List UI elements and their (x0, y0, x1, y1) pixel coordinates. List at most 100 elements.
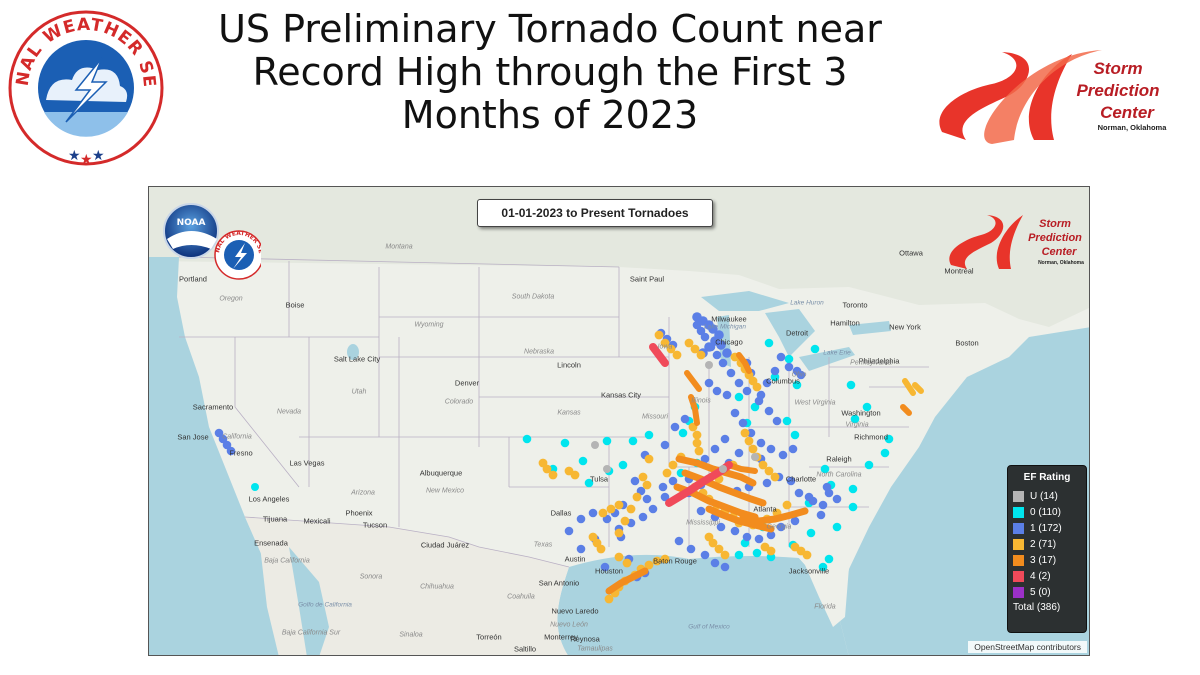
svg-text:★: ★ (80, 151, 93, 167)
tornado-map[interactable]: Saint Paul Milwaukee Chicago Detroit Toronto… (148, 186, 1090, 656)
water-label: Lake Huron (790, 299, 824, 307)
tornado-report (758, 460, 768, 470)
tornado-report (598, 508, 608, 518)
tornado-report (714, 544, 724, 554)
tornado-report (638, 512, 648, 522)
region-label: Nuevo León (550, 621, 588, 629)
tornado-report (705, 361, 713, 369)
tornado-report (740, 428, 750, 438)
tornado-report (776, 352, 786, 362)
tornado-report (628, 436, 638, 446)
tornado-track (726, 462, 758, 474)
tornado-report (832, 522, 842, 532)
tornado-report (762, 378, 772, 388)
city-label: Nuevo Laredo (551, 606, 599, 616)
city-label: Fresno (229, 448, 253, 458)
tornado-report (734, 550, 744, 560)
city-label: Ciudad Juárez (420, 540, 470, 550)
water-label: Gulf of Mexico (688, 623, 730, 631)
svg-text:★: ★ (68, 147, 81, 163)
tornado-report (576, 544, 586, 554)
tornado-report (678, 428, 688, 438)
tornado-report (630, 476, 640, 486)
tornado-report (668, 476, 678, 486)
region-label: Utah (351, 388, 367, 396)
tornado-report (802, 550, 812, 560)
tornado-report (790, 516, 800, 526)
tornado-track (736, 352, 752, 374)
tornado-report (850, 414, 860, 424)
city-label: Mexicali (303, 516, 331, 526)
svg-text:NOAA: NOAA (177, 218, 206, 228)
svg-text:★: ★ (92, 147, 105, 163)
region-label: North Carolina (816, 471, 862, 479)
tornado-report (686, 544, 696, 554)
tornado-report (662, 468, 672, 478)
tornado-report (810, 344, 820, 354)
tornado-report (560, 438, 570, 448)
tornado-report (742, 386, 752, 396)
tornado-track (900, 404, 912, 416)
tornado-report (720, 434, 730, 444)
tornado-report (632, 492, 642, 502)
legend-label: 0 (110) (1030, 506, 1061, 518)
tornado-report (704, 378, 714, 388)
region-label: New Mexico (425, 487, 465, 495)
tornado-report (772, 416, 782, 426)
tornado-report (748, 444, 758, 454)
tornado-report (756, 390, 766, 400)
water-label: Golfo de California (298, 601, 352, 609)
tornado-report (804, 492, 814, 502)
tornado-report (708, 324, 718, 334)
tornado-track (912, 382, 924, 394)
tornado-report (792, 380, 802, 390)
tornado-report (848, 502, 858, 512)
tornado-report (770, 472, 780, 482)
tornado-report (692, 430, 702, 440)
tornado-report (796, 370, 806, 380)
tornado-report (654, 330, 664, 340)
city-label: Charlotte (785, 474, 817, 484)
nws-logo: NATIONAL WEATHER SERVICE ★ ★ ★ (6, 4, 164, 167)
tornado-report (684, 338, 694, 348)
tornado-report (786, 476, 796, 486)
tornado-report (778, 450, 788, 460)
city-label: Kansas City (600, 390, 642, 400)
tornado-report (696, 506, 706, 516)
tornado-report (766, 444, 776, 454)
tornado-report (672, 350, 682, 360)
map-attribution[interactable]: OpenStreetMap contributors (968, 641, 1087, 653)
tornado-report (846, 380, 856, 390)
legend-swatch (1013, 490, 1024, 502)
tornado-report (824, 554, 834, 564)
city-label: Chicago (715, 337, 743, 347)
legend-label: 5 (0) (1030, 586, 1051, 598)
tornado-report (668, 460, 678, 470)
spc-logo: Storm Prediction Center Norman, Oklahoma (939, 50, 1167, 144)
tornado-report (816, 510, 826, 520)
tornado-report (848, 484, 858, 494)
tornado-report (600, 562, 610, 572)
legend-item: 3 (17) (1013, 552, 1081, 568)
tornado-report (700, 332, 710, 342)
city-label: Philadelphia (858, 356, 900, 366)
region-label: Oregon (219, 295, 243, 303)
tornado-track (688, 394, 700, 426)
region-label: Virginia (845, 421, 869, 429)
city-label: Las Vegas (289, 458, 325, 468)
city-label: Boston (955, 338, 979, 348)
tornado-report (648, 504, 658, 514)
city-label: San Antonio (538, 578, 580, 588)
city-label: Baton Rouge (653, 556, 697, 566)
svg-text:Prediction: Prediction (1076, 81, 1159, 100)
tornado-report (642, 480, 652, 490)
region-label: Missouri (641, 413, 669, 421)
region-label: Illinois (691, 397, 711, 405)
date-range-label: 01-01-2023 to Present Tornadoes (477, 199, 713, 227)
tornado-report (570, 470, 580, 480)
tornado-track (684, 370, 702, 392)
legend-item: 5 (0) (1013, 584, 1081, 600)
tornado-report (644, 430, 654, 440)
tornado-report (752, 548, 762, 558)
city-label: Ensenada (254, 538, 288, 548)
